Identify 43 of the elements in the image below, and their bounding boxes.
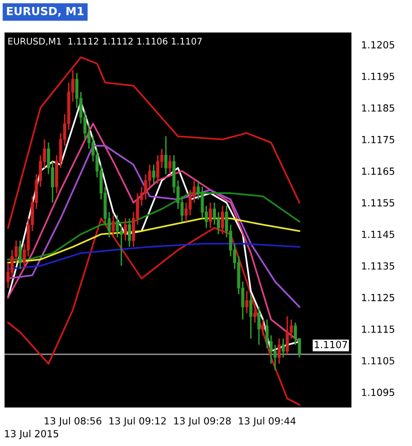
candlestick bbox=[265, 318, 269, 349]
candlestick bbox=[216, 211, 220, 235]
chart-title: EURUSD, M1 bbox=[7, 6, 84, 17]
x-tick-label: 13 Jul 08:56 bbox=[44, 417, 102, 426]
ref-line-label: 1.1107 bbox=[314, 340, 347, 348]
y-tick-label: 1.1115 bbox=[362, 326, 394, 333]
candlestick bbox=[257, 306, 260, 346]
line-series bbox=[7, 218, 300, 264]
y-tick-label: 1.1165 bbox=[362, 168, 394, 175]
candlestick bbox=[253, 303, 256, 324]
y-tick-label: 1.1135 bbox=[362, 262, 394, 270]
y-tick-label: 1.1125 bbox=[362, 294, 394, 302]
y-tick-label: 1.1175 bbox=[362, 136, 394, 144]
x-tick-label: 13 Jul 09:28 bbox=[174, 417, 231, 426]
candlestick bbox=[282, 338, 285, 358]
line-series bbox=[7, 242, 300, 270]
candlestick bbox=[10, 249, 14, 280]
candlestick bbox=[261, 318, 265, 336]
y-tick-label: 1.1185 bbox=[362, 104, 394, 112]
x-tick-label: 13 Jul 09:12 bbox=[109, 417, 166, 426]
text: 13 Jul 2015 bbox=[5, 430, 58, 440]
candlestick bbox=[152, 164, 156, 184]
candlestick bbox=[249, 294, 252, 340]
y-tick-label: 1.1195 bbox=[362, 72, 394, 80]
line-series bbox=[7, 56, 300, 229]
y-tick-label: 1.1155 bbox=[362, 199, 394, 206]
candlestick bbox=[212, 202, 216, 226]
text: EURUSD,M1 1.1112 1.1112 1.1106 1.1107 bbox=[8, 38, 202, 46]
y-tick-label: 1.1145 bbox=[362, 230, 394, 238]
candlestick bbox=[120, 224, 123, 267]
x-tick-label: 13 Jul 09:44 bbox=[238, 417, 296, 426]
y-tick-label: 1.1105 bbox=[362, 357, 394, 364]
y-tick-label: 1.1205 bbox=[362, 41, 394, 48]
candlestick bbox=[124, 218, 127, 242]
y-tick-label: 1.1095 bbox=[362, 388, 394, 396]
candlestick bbox=[278, 338, 281, 364]
candlestick bbox=[128, 218, 132, 248]
candlestick bbox=[164, 136, 168, 175]
candlestick bbox=[286, 316, 289, 355]
candlestick bbox=[168, 154, 172, 175]
line-series bbox=[7, 192, 300, 260]
candlestick bbox=[18, 240, 22, 270]
candlestick bbox=[245, 290, 248, 314]
